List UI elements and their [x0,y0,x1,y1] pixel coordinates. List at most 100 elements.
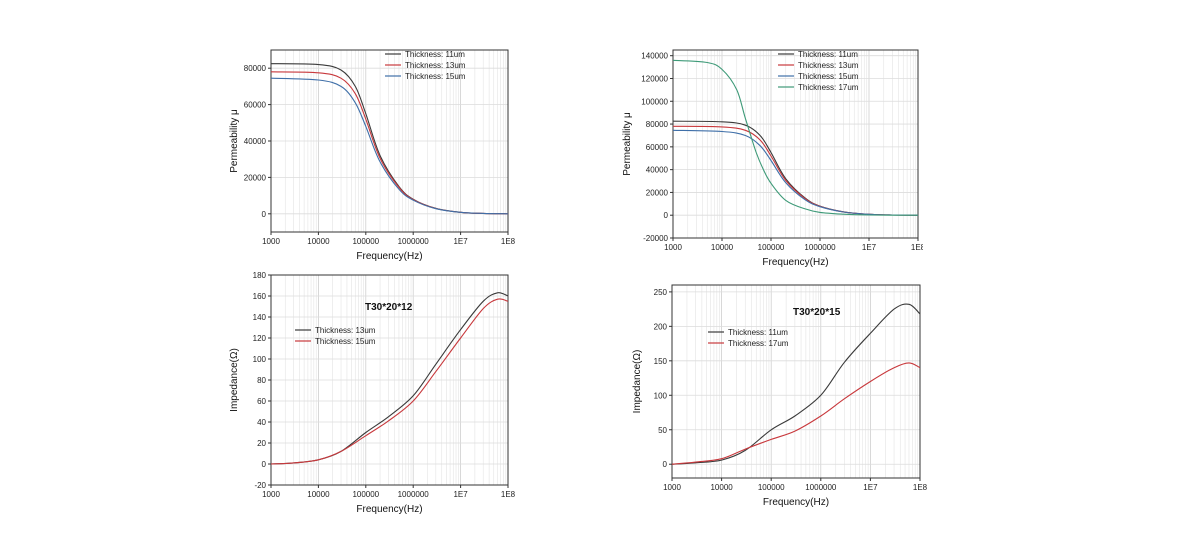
legend-label: Thickness: 11um [405,50,465,59]
legend-label: Thickness: 17um [728,339,789,348]
grid [671,285,921,478]
x-axis-label: Frequency(Hz) [356,251,422,262]
series-line [271,298,508,465]
y-tick-label: 0 [663,460,668,469]
x-tick-label: 1E8 [911,243,923,252]
chart-impedance-t30-20-12: 1000 10000 100000 1000000 1E7 1E8 -20 0 20 40 60 80… [229,271,515,515]
legend-label: Thickness: 15um [798,72,859,81]
x-tick-label: 10000 [711,243,734,252]
y-tick-label: 60000 [244,101,267,110]
y-tick-label: 200 [654,322,668,331]
x-tick-label: 1E8 [501,490,515,499]
plot-frame [671,284,921,479]
grid [672,50,919,239]
x-tick-label: 1000 [262,237,280,246]
y-tick-label: 20000 [244,173,267,182]
series-line [673,125,918,216]
y-tick-label: -20000 [643,234,668,243]
chart-impedance-t30-20-15: 1000 10000 100000 1000000 1E7 1E8 0 50 100 150 200… [632,284,928,508]
x-tick-label: 100000 [352,237,379,246]
x-tick-label: 100000 [758,243,785,252]
y-tick-label: 40000 [244,137,267,146]
y-tick-label: 120000 [641,74,668,83]
x-tick-label: 1E7 [862,243,877,252]
legend: Thickness: 13um Thickness: 15um [295,326,376,346]
x-tick-label: 1000000 [804,243,836,252]
y-tick-label: 60000 [646,143,669,152]
x-tick-label: 1000 [664,243,682,252]
legend-label: Thickness: 13um [798,61,859,70]
legend-label: Thickness: 15um [315,337,376,346]
series-line [673,120,918,216]
y-tick-label: 80 [257,376,266,385]
x-axis-label: Frequency(Hz) [763,497,829,508]
y-tick-label: 60 [257,397,266,406]
series-line [271,63,508,215]
legend-label: Thickness: 11um [798,50,858,59]
y-tick-label: 40 [257,418,266,427]
series-line [673,129,918,216]
y-axis-label: Impedance(Ω) [229,348,240,412]
y-tick-label: 150 [654,357,668,366]
x-tick-label: 10000 [307,237,330,246]
y-tick-label: 0 [664,211,669,220]
x-tick-label: 1E7 [453,490,468,499]
legend-label: Thickness: 13um [315,326,376,335]
legend-label: Thickness: 13um [405,61,466,70]
y-tick-label: -20 [254,481,266,490]
x-axis-label: Frequency(Hz) [356,504,422,515]
y-tick-label: 120 [253,334,267,343]
legend: Thickness: 11um Thickness: 17um [708,328,789,348]
series-line [672,303,920,465]
legend-label: Thickness: 17um [798,83,859,92]
y-tick-label: 140000 [641,52,668,61]
y-tick-label: 0 [262,210,267,219]
legend-label: Thickness: 15um [405,72,466,81]
x-tick-label: 1000 [663,483,681,492]
x-tick-label: 1E7 [863,483,878,492]
x-tick-label: 1000000 [805,483,837,492]
y-tick-label: 100000 [641,97,668,106]
series-line [673,59,918,216]
y-tick-label: 20 [257,439,266,448]
x-tick-label: 100000 [758,483,785,492]
y-axis-label: Permeability μ [622,112,633,176]
x-tick-label: 1000000 [398,237,430,246]
legend: Thickness: 11um Thickness: 13um Thickness:… [778,50,859,92]
y-tick-label: 250 [654,288,668,297]
x-tick-label: 1E7 [453,237,468,246]
y-tick-label: 20000 [646,188,669,197]
series-line [672,362,920,465]
series-line [271,292,508,465]
chart-permeability-4-series: 1000 10000 100000 1000000 1E7 1E8 -20000 0 20000… [622,49,923,268]
y-tick-label: 140 [253,313,267,322]
y-tick-label: 0 [262,460,267,469]
x-tick-label: 1000 [262,490,280,499]
chart-title: T30*20*15 [793,307,841,318]
y-axis-label: Permeability μ [229,109,240,173]
grid [270,274,509,486]
y-tick-label: 80000 [646,120,669,129]
legend-label: Thickness: 11um [728,328,788,337]
x-tick-label: 1E8 [501,237,515,246]
x-axis-label: Frequency(Hz) [762,257,828,268]
series-line [271,77,508,215]
legend: Thickness: 11um Thickness: 13um Thickness:… [385,50,466,81]
chart-title: T30*20*12 [365,302,413,313]
y-tick-label: 100 [253,355,267,364]
x-tick-label: 1E8 [913,483,928,492]
y-tick-label: 180 [253,271,267,280]
y-tick-label: 100 [654,391,668,400]
x-tick-label: 1000000 [398,490,430,499]
plot-frame [672,49,919,239]
series-line [271,71,508,215]
y-tick-label: 80000 [244,64,267,73]
x-tick-label: 10000 [710,483,733,492]
y-tick-label: 160 [253,292,267,301]
y-axis-label: Impedance(Ω) [632,350,643,414]
x-tick-label: 100000 [352,490,379,499]
y-tick-label: 40000 [646,166,669,175]
x-tick-label: 10000 [307,490,330,499]
y-tick-label: 50 [658,426,667,435]
chart-permeability-3-series: 1000 10000 100000 1000000 1E7 1E8 0 20000 40000 6… [229,49,515,262]
